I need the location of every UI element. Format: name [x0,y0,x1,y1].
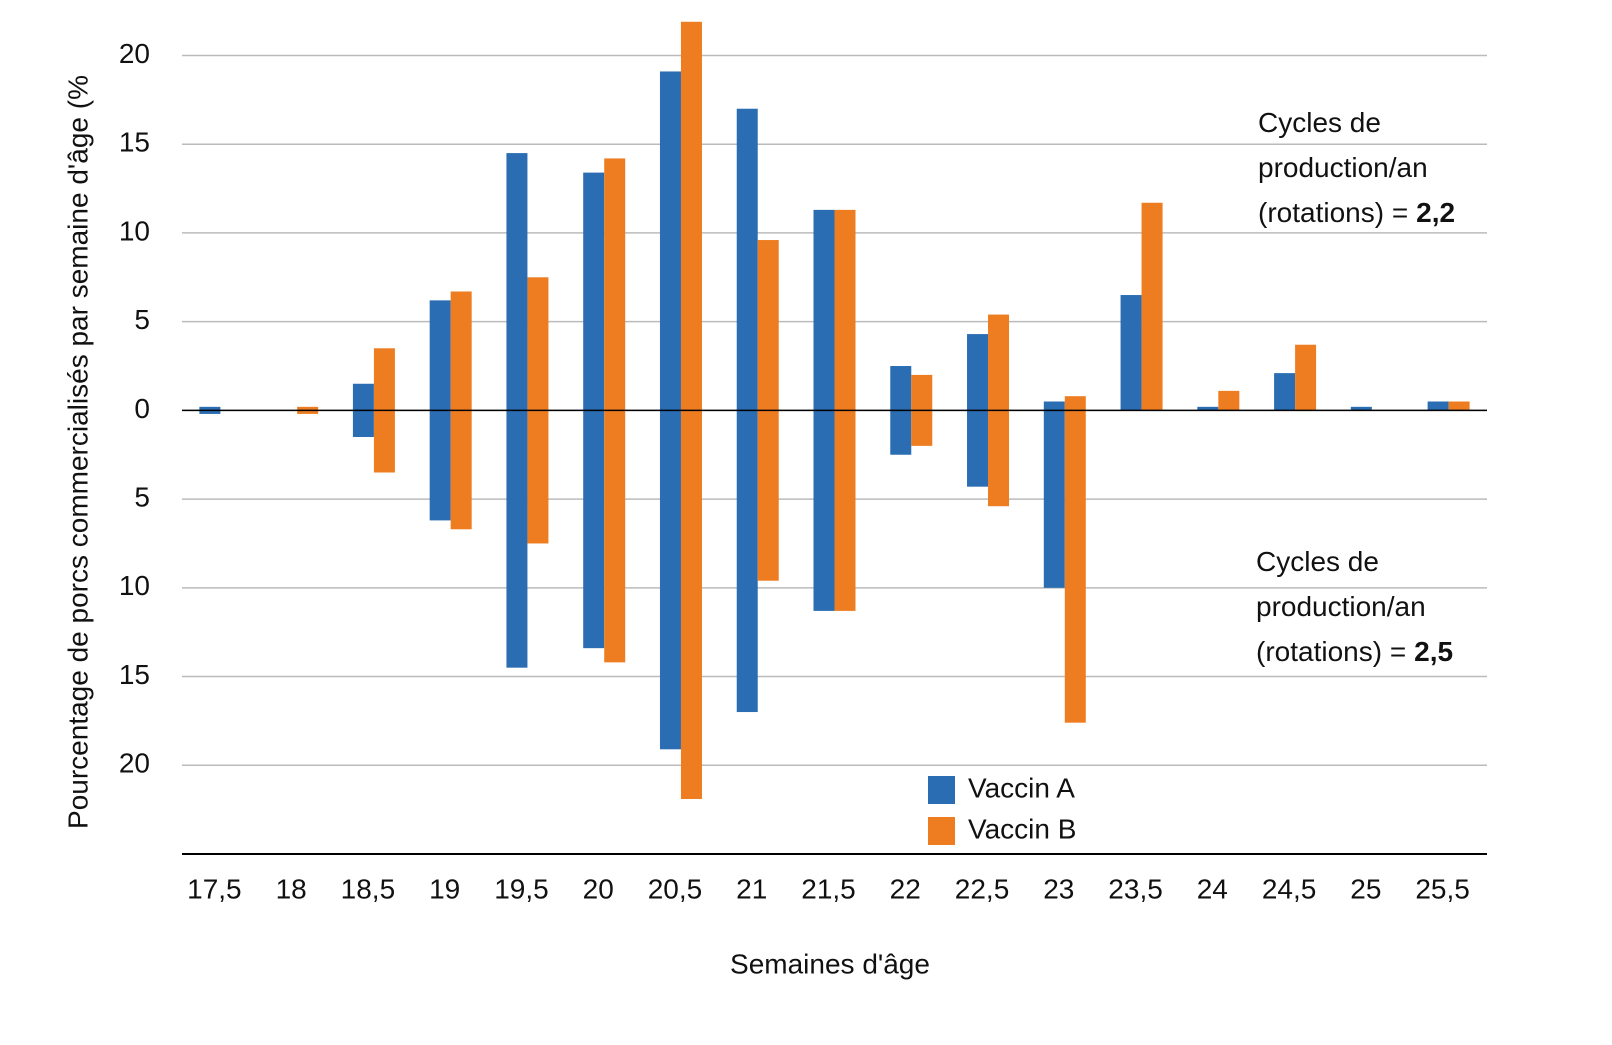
bar [450,410,472,530]
x-tick-label: 22,5 [955,873,1010,904]
annotation-value: 2,2 [1416,197,1456,228]
bar [757,410,779,581]
bar [1218,390,1240,411]
bar [834,209,856,411]
y-tick-label: 5 [134,304,150,335]
x-tick-label: 20,5 [648,873,703,904]
x-tick-label: 19,5 [494,873,549,904]
bar [297,410,319,414]
bar [1295,344,1317,411]
legend-swatch [928,776,955,804]
bar [1141,202,1163,411]
bar [604,158,626,411]
bar [890,366,912,411]
y-axis-title: Pourcentage de porcs commercialisés par … [62,75,93,829]
bar [352,383,374,411]
bar [506,410,528,668]
x-tick-label: 18,5 [341,873,396,904]
annotation-text: Cycles de production/an (rotations) = [1258,107,1428,228]
legend-label: Vaccin B [968,813,1076,844]
annotation: Cycles de production/an (rotations) = 2,5 [1256,539,1496,674]
bar [1064,396,1086,411]
annotation: Cycles de production/an (rotations) = 2,2 [1258,100,1498,235]
bar [429,410,451,521]
bar [604,410,626,663]
bar [659,71,681,411]
x-tick-label: 21,5 [801,873,856,904]
x-tick-label: 24,5 [1262,873,1317,904]
bar [1448,401,1470,411]
x-tick-label: 22 [890,873,921,904]
annotation-text: Cycles de production/an (rotations) = [1256,546,1426,667]
bar [527,410,549,544]
bar [834,410,856,611]
x-tick-label: 25,5 [1415,873,1470,904]
bar [988,314,1010,411]
x-tick-label: 18 [276,873,307,904]
legend-swatch [928,817,955,845]
bar [199,410,221,414]
bar [736,108,758,411]
bar [757,240,779,411]
y-tick-label: 20 [119,38,150,69]
bar [967,410,989,487]
bar [1064,410,1086,723]
x-tick-label: 21 [736,873,767,904]
bar [659,410,681,750]
bar [911,410,933,446]
y-tick-label: 10 [119,215,150,246]
y-tick-label: 20 [119,748,150,779]
x-tick-label: 23,5 [1108,873,1163,904]
y-tick-label: 15 [119,127,150,158]
bar [736,410,758,713]
annotation-value: 2,5 [1414,636,1454,667]
bar [429,300,451,411]
x-tick-label: 20 [583,873,614,904]
bar [988,410,1010,507]
bar [1043,410,1065,588]
x-tick-label: 24 [1197,873,1228,904]
y-tick-label: 0 [134,393,150,424]
x-axis-title: Semaines d'âge [730,948,930,979]
bar [911,374,933,411]
bar [373,410,395,473]
bar [583,172,605,411]
bar [527,277,549,411]
bar [1120,295,1142,411]
y-tick-label: 15 [119,659,150,690]
bar [199,406,221,411]
bar [373,348,395,411]
legend-label: Vaccin A [968,772,1075,803]
x-tick-label: 19 [429,873,460,904]
y-tick-label: 5 [134,481,150,512]
bar [680,410,702,799]
bar [1274,373,1296,411]
bar [1197,406,1219,411]
y-tick-label: 10 [119,570,150,601]
x-tick-label: 25 [1350,873,1381,904]
bar [297,406,319,411]
x-tick-label: 23 [1043,873,1074,904]
bar [1350,406,1372,411]
bar [813,209,835,411]
bar [450,291,472,411]
bar [813,410,835,611]
bar [583,410,605,649]
bar [1427,401,1449,411]
bar [1043,401,1065,411]
x-tick-label: 17,5 [187,873,242,904]
bar [967,334,989,411]
bar [506,153,528,411]
bar [890,410,912,455]
bar [680,21,702,411]
bar [352,410,374,437]
